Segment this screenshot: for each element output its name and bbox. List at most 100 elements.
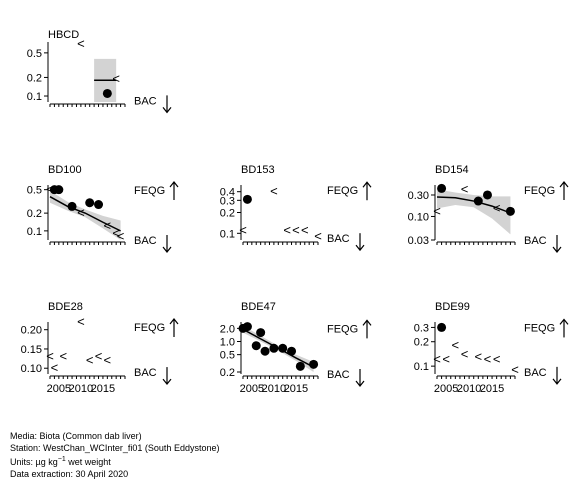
station-line: Station: WestChan_WCInter_fi01 (South Ed… bbox=[10, 443, 220, 453]
less-than-marker: < bbox=[104, 353, 112, 368]
x-tick-label: 2010 bbox=[69, 383, 93, 395]
arrow-down-icon bbox=[355, 369, 365, 387]
arrow-up-icon bbox=[169, 181, 179, 200]
less-than-marker: < bbox=[46, 349, 54, 364]
y-tick-label: 0.5 bbox=[27, 48, 42, 60]
panel-title: BD153 bbox=[241, 164, 275, 176]
arrow-head bbox=[169, 181, 179, 188]
confidence-band bbox=[50, 190, 121, 240]
arrow-up-icon bbox=[169, 318, 179, 337]
y-tick-label: 0.1 bbox=[27, 226, 42, 238]
panel-title: BDE99 bbox=[435, 301, 470, 313]
y-tick-label: 0.2 bbox=[27, 208, 42, 220]
extraction-line: Data extraction: 30 April 2020 bbox=[10, 469, 129, 479]
threshold-label-feqg: FEQG bbox=[327, 185, 358, 197]
y-tick-label: 0.20 bbox=[21, 325, 42, 337]
arrow-head bbox=[559, 181, 569, 188]
x-tick-label: 2015 bbox=[91, 383, 115, 395]
y-tick-label: 0.10 bbox=[408, 211, 429, 223]
less-than-marker: < bbox=[511, 362, 519, 377]
less-than-marker: < bbox=[283, 222, 291, 237]
threshold-label-bac: BAC bbox=[134, 235, 157, 247]
data-point bbox=[256, 328, 266, 338]
threshold-label-feqg: FEQG bbox=[327, 323, 358, 335]
y-tick-label: 0.30 bbox=[408, 190, 429, 202]
data-point bbox=[309, 359, 319, 369]
less-than-marker: < bbox=[493, 201, 501, 216]
y-tick-label: 0.3 bbox=[220, 195, 235, 207]
less-than-marker: < bbox=[239, 222, 247, 237]
arrow-up-icon bbox=[362, 319, 372, 339]
arrow-head bbox=[169, 318, 179, 325]
threshold-label-bac: BAC bbox=[524, 367, 547, 379]
x-tick-label: 2015 bbox=[480, 383, 504, 395]
y-tick-label: 0.1 bbox=[27, 91, 42, 103]
units-exponent: −1 bbox=[57, 456, 66, 463]
less-than-marker: < bbox=[95, 349, 103, 364]
data-point bbox=[482, 190, 492, 200]
threshold-label-feqg: FEQG bbox=[134, 322, 165, 334]
panel-hbcd: HBCD 0.1 0.2 0.5 < < BAC bbox=[27, 29, 172, 114]
arrow-up-icon bbox=[559, 318, 569, 338]
data-point bbox=[242, 322, 252, 332]
trend-line bbox=[49, 196, 121, 232]
less-than-marker: < bbox=[77, 205, 85, 220]
panel-bd154: BD154 0.03 0.10 0.30 < < < FEQG BAC bbox=[408, 164, 569, 253]
data-point bbox=[437, 322, 447, 332]
data-point bbox=[287, 346, 297, 356]
y-tick-label: 0.3 bbox=[414, 322, 429, 334]
figure-footer: Media: Biota (Common dab liver) Station:… bbox=[10, 430, 219, 480]
y-tick-label: 0.2 bbox=[27, 72, 42, 84]
threshold-label-bac: BAC bbox=[524, 235, 547, 247]
data-point bbox=[67, 201, 77, 211]
arrow-down-icon bbox=[355, 233, 365, 252]
data-point bbox=[505, 206, 515, 216]
less-than-marker: < bbox=[112, 71, 120, 86]
confidence-band bbox=[437, 189, 511, 235]
less-than-marker: < bbox=[433, 352, 441, 367]
data-point bbox=[437, 183, 447, 193]
less-than-marker: < bbox=[59, 349, 67, 364]
x-tick-label: 2005 bbox=[240, 383, 264, 395]
media-line: Media: Biota (Common dab liver) bbox=[10, 431, 142, 441]
x-tick-label: 2005 bbox=[47, 383, 71, 395]
x-tick-label: 2010 bbox=[262, 383, 286, 395]
units-basis: wet weight bbox=[68, 457, 111, 467]
media-value: Biota (Common dab liver) bbox=[39, 431, 142, 441]
panel-title: BDE28 bbox=[48, 301, 83, 313]
threshold-label-bac: BAC bbox=[327, 369, 350, 381]
threshold-label-bac: BAC bbox=[134, 95, 157, 107]
less-than-marker: < bbox=[77, 314, 85, 329]
arrow-down-icon bbox=[552, 366, 562, 385]
less-than-marker: < bbox=[301, 222, 309, 237]
threshold-label-bac: BAC bbox=[327, 233, 350, 245]
arrow-head bbox=[162, 106, 172, 114]
threshold-label-feqg: FEQG bbox=[524, 322, 555, 334]
station-value: WestChan_WCInter_fi01 (South Eddystone) bbox=[43, 443, 220, 453]
arrow-down-icon bbox=[162, 235, 172, 253]
y-tick-label: 0.15 bbox=[21, 344, 42, 356]
units-value: µg kg bbox=[35, 457, 58, 467]
arrow-head bbox=[355, 244, 365, 252]
less-than-marker: < bbox=[314, 228, 322, 243]
data-point bbox=[473, 196, 483, 206]
data-point bbox=[54, 185, 64, 195]
y-tick-label: 0.1 bbox=[220, 228, 235, 240]
arrow-down-icon bbox=[162, 367, 172, 386]
panel-title: BD100 bbox=[48, 164, 82, 176]
less-than-marker: < bbox=[452, 337, 460, 352]
y-tick-label: 0.5 bbox=[27, 185, 42, 197]
extraction-date: 30 April 2020 bbox=[75, 469, 129, 479]
y-tick-label: 0.2 bbox=[220, 208, 235, 220]
less-than-marker: < bbox=[292, 222, 300, 237]
panel-title: BD154 bbox=[435, 164, 469, 176]
less-than-marker: < bbox=[77, 36, 85, 51]
arrow-head bbox=[362, 319, 372, 326]
less-than-marker: < bbox=[270, 184, 278, 199]
arrow-down-icon bbox=[552, 235, 562, 253]
